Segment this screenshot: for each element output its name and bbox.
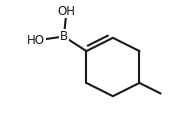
Text: HO: HO [27, 34, 45, 47]
Text: OH: OH [57, 5, 75, 18]
Text: B: B [60, 30, 68, 43]
